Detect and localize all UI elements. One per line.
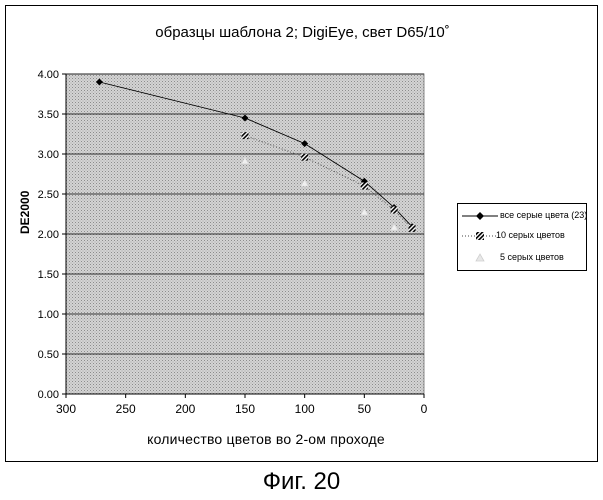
y-tick-label: 1.00 <box>38 309 59 321</box>
y-tick-label: 2.00 <box>38 229 59 241</box>
data-point <box>361 183 368 190</box>
figure-caption: Фиг. 20 <box>0 468 603 496</box>
data-point <box>242 132 249 139</box>
diamond-marker-icon <box>460 208 500 224</box>
x-tick-label: 50 <box>358 402 372 416</box>
y-tick-label: 2.50 <box>38 189 59 201</box>
x-tick-label: 150 <box>235 402 255 416</box>
x-tick-label: 0 <box>421 402 428 416</box>
x-tick-label: 250 <box>116 402 136 416</box>
x-axis-label: количество цветов во 2-ом проходе <box>66 431 466 447</box>
x-tick-label: 200 <box>175 402 195 416</box>
legend-label: все серые цвета (23) <box>500 210 587 220</box>
hatched-square-marker-icon <box>460 228 500 244</box>
data-point <box>409 225 416 232</box>
y-tick-label: 3.50 <box>38 109 59 121</box>
y-tick-label: 1.50 <box>38 269 59 281</box>
y-tick-label: 0.50 <box>38 349 59 361</box>
y-tick-label: 3.00 <box>38 149 59 161</box>
y-tick-label: 4.00 <box>38 69 59 81</box>
data-point <box>301 154 308 161</box>
legend-item-series-3: 5 серых цветов <box>458 248 586 268</box>
legend: все серые цвета (23) 10 серых цветов 5 с… <box>457 203 587 271</box>
legend-item-series-1: все серые цвета (23) <box>458 206 586 226</box>
data-point <box>391 207 398 214</box>
triangle-marker-icon <box>460 250 500 266</box>
legend-item-series-2: 10 серых цветов <box>458 226 586 246</box>
legend-label: 10 серых цветов <box>496 230 565 240</box>
x-tick-label: 100 <box>295 402 315 416</box>
y-axis-label: DE2000 <box>18 191 32 234</box>
y-tick-label: 0.00 <box>38 389 59 401</box>
x-tick-label: 300 <box>56 402 76 416</box>
chart-frame: образцы шаблона 2; DigiEye, свет D65/10˚… <box>5 5 598 462</box>
legend-label: 5 серых цветов <box>500 252 564 262</box>
